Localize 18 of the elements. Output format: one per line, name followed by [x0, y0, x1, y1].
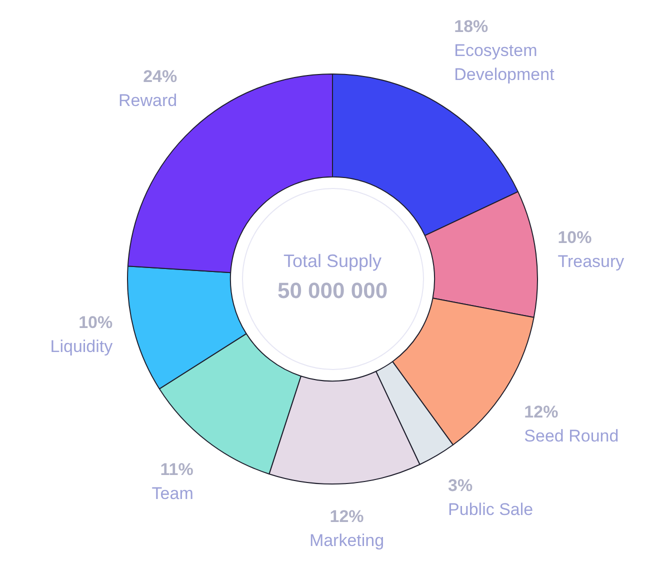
slice-label: Treasury	[558, 252, 625, 272]
slice-label: Reward	[118, 91, 178, 110]
data-label: 18%	[454, 17, 488, 36]
text: 50 000 000	[277, 278, 388, 304]
slice-label: Seed Round	[524, 426, 619, 446]
data-label: 11%	[160, 460, 194, 480]
data-label: 12%	[524, 402, 558, 422]
slice-label: Public Sale	[448, 500, 534, 520]
data-label: 10%	[558, 228, 592, 248]
slice-label: Ecosystem Development	[454, 41, 555, 84]
data-label: 24%	[143, 67, 178, 86]
slice-label: Liquidity	[50, 337, 114, 356]
data-label: 12%	[330, 507, 364, 526]
text: Total Supply	[283, 250, 382, 271]
data-label: 10%	[78, 313, 113, 332]
slice-label: Team	[152, 484, 194, 504]
slice-label: Marketing	[309, 531, 384, 550]
data-label: 3%	[448, 476, 473, 496]
